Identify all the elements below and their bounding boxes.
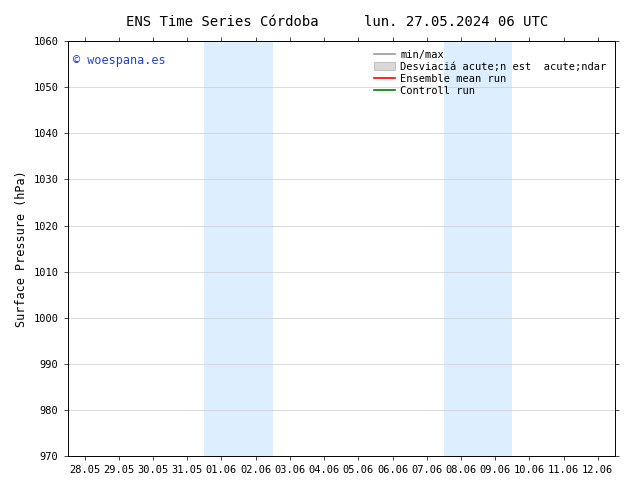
Bar [444,41,512,456]
Text: © woespana.es: © woespana.es [73,54,165,67]
Text: ENS Time Series Córdoba: ENS Time Series Córdoba [126,15,318,29]
Legend: min/max, Desviaciá acute;n est  acute;ndar, Ensemble mean run, Controll run: min/max, Desviaciá acute;n est acute;nda… [371,47,610,99]
Text: lun. 27.05.2024 06 UTC: lun. 27.05.2024 06 UTC [365,15,548,29]
Y-axis label: Surface Pressure (hPa): Surface Pressure (hPa) [15,170,28,327]
Bar [204,41,273,456]
